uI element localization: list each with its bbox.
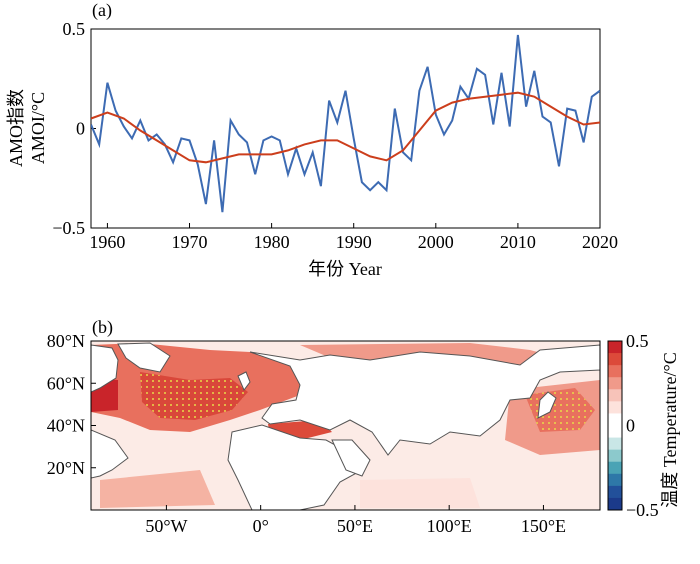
colorbar-tick-label: 0 [626, 416, 635, 436]
y-tick-label: 0 [76, 119, 85, 139]
x-tick-label: 1960 [89, 232, 125, 252]
lon-tick-label: 0° [253, 516, 269, 536]
colorbar: 0.5 0 −0.5 [607, 331, 659, 520]
x-axis-title-a: 年份 Year [308, 259, 382, 279]
x-tick-label: 2000 [418, 232, 454, 252]
lat-tick-label: 60°N [47, 373, 85, 393]
colorbar-frame [607, 340, 623, 511]
panel-a: (a) 1960 1970 1980 1990 2000 2010 2020 −0.5 0 0.… [6, 0, 618, 279]
longitude-axis: 50°W 0° 50°E 100°E 150°E [145, 505, 566, 536]
panel-a-label: (a) [92, 0, 112, 21]
colorbar-segment [608, 449, 622, 463]
colorbar-segment [608, 473, 622, 487]
japan-land [537, 391, 557, 419]
lat-tick-label: 20°N [47, 458, 85, 478]
colorbar-segment [608, 341, 622, 354]
lon-tick-label: 100°E [427, 516, 472, 536]
x-tick-label: 1990 [336, 232, 372, 252]
colorbar-segment [608, 377, 622, 390]
lon-tick-label: 50°W [145, 516, 187, 536]
x-axis-a: 1960 1970 1980 1990 2000 2010 2020 [89, 223, 618, 252]
uk-land [237, 371, 251, 391]
colorbar-tick-label: −0.5 [626, 500, 659, 520]
greenland-land [117, 342, 171, 373]
colorbar-segment [608, 437, 622, 451]
colorbar-segment [608, 365, 622, 378]
y-axis-a: −0.5 0 0.5 [52, 19, 96, 238]
x-tick-label: 2020 [582, 232, 618, 252]
lon-tick-label: 150°E [521, 516, 566, 536]
significance-dots-atlantic [140, 372, 248, 420]
lat-tick-label: 80°N [47, 331, 85, 351]
x-tick-label: 1970 [172, 232, 208, 252]
colorbar-segment [608, 497, 622, 511]
lat-tick-label: 40°N [47, 416, 85, 436]
amo-index-line [91, 34, 600, 213]
colorbar-title: 温度 Temperature/°C [660, 352, 680, 507]
eurasia-land [249, 344, 600, 456]
colorbar-segment [608, 425, 622, 439]
indian-ocean-warm [360, 478, 480, 508]
colorbar-segment [608, 389, 622, 402]
y-tick-label: 0.5 [63, 19, 86, 39]
latitude-axis: 20°N 40°N 60°N 80°N [47, 331, 96, 478]
x-tick-label: 2010 [500, 232, 536, 252]
colorbar-tick-label: 0.5 [626, 331, 649, 351]
lon-tick-label: 50°E [337, 516, 373, 536]
panel-b-label: (b) [92, 317, 113, 338]
north-america-land [91, 344, 129, 479]
x-tick-label: 1980 [254, 232, 290, 252]
plot-frame-a [90, 28, 601, 229]
y-axis-title-line1: AMO指数 [6, 89, 26, 167]
africa-land [227, 424, 363, 510]
colorbar-segment [608, 485, 622, 499]
panel-b: (b) 20°N40°N60°N80°N 5 [47, 317, 680, 536]
colorbar-segment [608, 413, 622, 426]
y-tick-label: −0.5 [52, 218, 85, 238]
colorbar-segment [608, 461, 622, 475]
anomaly-map [91, 341, 600, 510]
smoothed-trend-line [91, 91, 600, 164]
colorbar-segment [608, 353, 622, 366]
caribbean-warm [100, 470, 215, 508]
arabia-land [331, 439, 371, 477]
colorbar-segment [608, 401, 622, 414]
y-axis-title-line2: AMOI/°C [28, 92, 48, 164]
